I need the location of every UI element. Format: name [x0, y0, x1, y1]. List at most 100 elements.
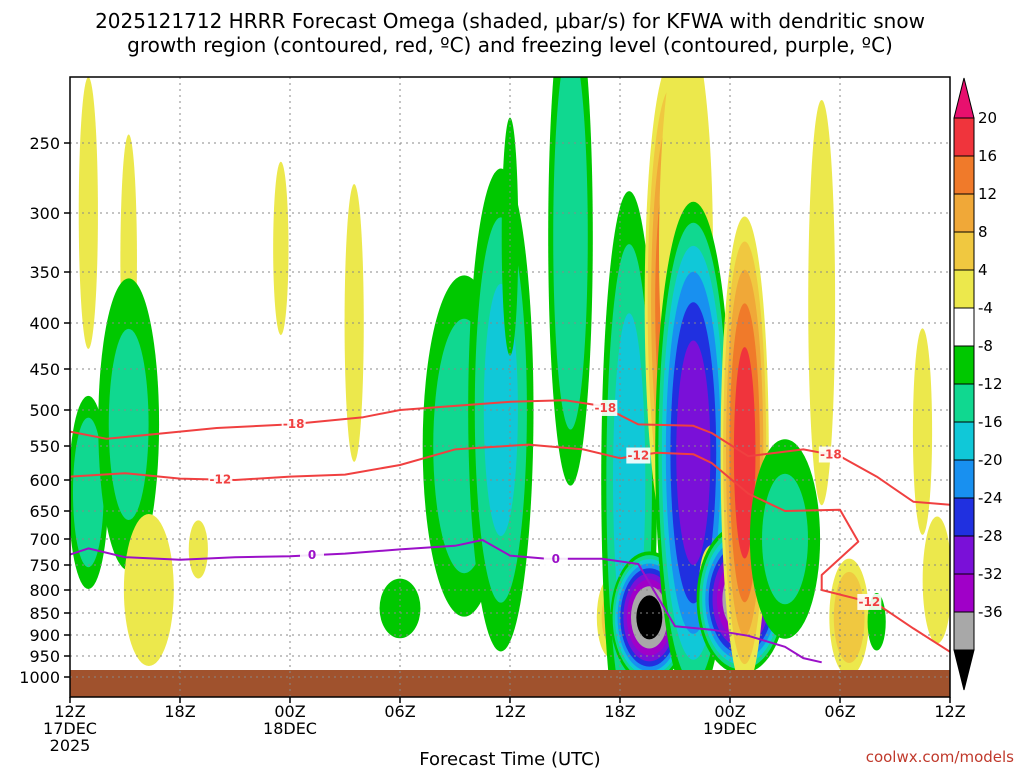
y-tick-label: 300: [29, 204, 60, 223]
omega-band: [553, 77, 588, 430]
omega-feature: [379, 578, 421, 639]
colorbar-band: [953, 307, 975, 347]
x-tick-label: 18Z: [164, 702, 195, 721]
contour-dgz-minus12: -12 -12 -12: [69, 443, 951, 653]
omega-feature: [98, 278, 160, 571]
y-tick-label: 600: [29, 471, 60, 490]
title-line-2: growth region (contoured, red, ºC) and f…: [127, 33, 893, 57]
contour-label: 0: [552, 552, 560, 566]
colorbar-label: 8: [978, 223, 988, 241]
colorbar-label: -36: [978, 603, 1003, 621]
omega-band: [833, 571, 865, 663]
omega-feature: [468, 168, 534, 652]
colorbar-label: -4: [978, 299, 993, 317]
y-tick-label: 500: [29, 401, 60, 420]
contour-label-bg: [208, 471, 233, 488]
x-axis-title: Forecast Time (UTC): [419, 749, 600, 768]
y-tick-label: 550: [29, 437, 60, 456]
x-tick-label: 19DEC: [703, 719, 757, 738]
y-tick-label: 400: [29, 314, 60, 333]
colorbar-label: 12: [978, 185, 997, 203]
colorbar-band: [953, 383, 975, 423]
colorbar-band: [953, 535, 975, 575]
x-tick-label: 12Z: [934, 702, 965, 721]
colorbar-band: [953, 497, 975, 537]
colorbar-label: 16: [978, 147, 997, 165]
x-tick-label: 12Z: [494, 702, 525, 721]
contour-label: -18: [283, 417, 305, 431]
colorbar-band: [953, 269, 975, 309]
y-tick-label: 950: [29, 647, 60, 666]
colorbar-label: -28: [978, 527, 1003, 545]
x-tick-label: 00Z: [274, 702, 305, 721]
omega-band: [188, 520, 208, 579]
x-tick-label: 18Z: [604, 702, 635, 721]
x-tick-label: 12Z: [54, 702, 85, 721]
colorbar: 20 16 12 8 4 -4 -8 -12 -16 -20 -24 -28 -32 -36: [953, 77, 1003, 691]
omega-feature: [912, 328, 933, 535]
colorbar-band: [953, 421, 975, 461]
y-tick-label: 350: [29, 263, 60, 282]
colorbar-band: [953, 573, 975, 613]
omega-band: [922, 516, 950, 644]
y-tick-label: 1000: [19, 668, 60, 687]
colorbar-label: -12: [978, 375, 1003, 393]
colorbar-band: [953, 459, 975, 499]
contour-line: [69, 539, 822, 664]
x-tick-label: 2025: [50, 736, 91, 755]
contour-label-bg: [626, 447, 651, 464]
contour-line: [69, 443, 951, 653]
y-tick-label: 650: [29, 502, 60, 521]
omega-band: [379, 578, 421, 639]
omega-band: [676, 340, 711, 566]
omega-feature: [548, 77, 593, 486]
title-line-1: 2025121712 HRRR Forecast Omega (shaded, …: [95, 9, 925, 33]
omega-feature: [808, 99, 836, 506]
x-tick-label: 00Z: [714, 702, 745, 721]
colorbar-bottom-tip: [953, 649, 975, 691]
y-tick-label: 250: [29, 134, 60, 153]
omega-band: [808, 99, 836, 506]
omega-band: [912, 328, 933, 535]
contour-label: -12: [858, 595, 880, 609]
temperature-contours: -18-18-18-12-12-120 0: [69, 399, 951, 664]
colorbar-band: [953, 193, 975, 233]
colorbar-label: 20: [978, 109, 997, 127]
colorbar-label: -32: [978, 565, 1003, 583]
y-tick-label: 750: [29, 556, 60, 575]
omega-band: [72, 417, 104, 568]
contour-label-bg: [857, 593, 882, 610]
y-tick-label: 700: [29, 530, 60, 549]
omega-feature: [273, 161, 289, 336]
y-tick-label: 900: [29, 626, 60, 645]
omega-feature: [188, 520, 208, 579]
omega-band: [501, 117, 519, 356]
contour-label-bg: [300, 547, 324, 564]
contour-label-bg: [281, 416, 306, 433]
colorbar-top-tip: [953, 77, 975, 119]
y-tick-label: 450: [29, 360, 60, 379]
colorbar-label: 4: [978, 261, 988, 279]
colorbar-band: [953, 611, 975, 651]
omega-feature: [344, 184, 364, 462]
omega-feature: [501, 117, 519, 356]
x-tick-label: 06Z: [384, 702, 415, 721]
omega-band: [108, 328, 149, 520]
colorbar-band: [953, 345, 975, 385]
y-tick-label: 800: [29, 581, 60, 600]
contour-dgz-minus18: -18 -18 -18: [69, 399, 951, 506]
contour-label: 0: [308, 548, 316, 562]
chart-title: 2025121712 HRRR Forecast Omega (shaded, …: [95, 9, 925, 57]
credit-text: coolwx.com/models: [866, 748, 1014, 766]
contour-label: -18: [820, 448, 842, 462]
contour-label-bg: [818, 446, 843, 463]
omega-feature: [922, 516, 950, 644]
colorbar-label: -8: [978, 337, 993, 355]
contour-label: -12: [209, 473, 231, 487]
y-tick-label: 850: [29, 604, 60, 623]
contour-label: -18: [594, 401, 616, 415]
x-tick-label: 06Z: [824, 702, 855, 721]
contour-label: -12: [627, 449, 649, 463]
